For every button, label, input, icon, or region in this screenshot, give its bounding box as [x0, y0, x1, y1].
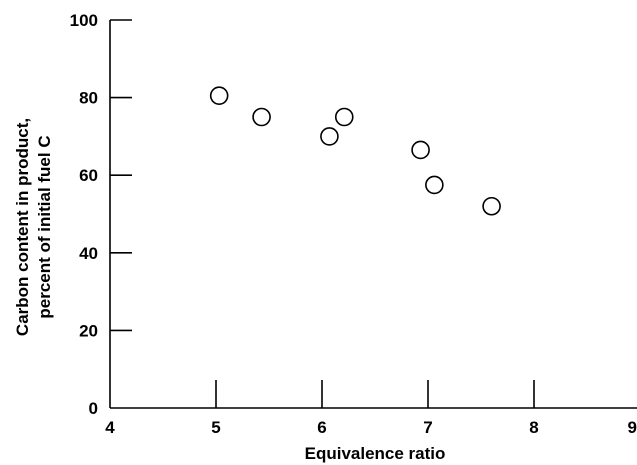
x-tick-label: 6 — [317, 418, 326, 437]
y-tick-label: 20 — [79, 321, 98, 340]
data-point — [252, 107, 271, 127]
x-tick-label: 5 — [211, 418, 220, 437]
x-tick-label: 8 — [529, 418, 538, 437]
axes — [109, 20, 637, 409]
x-axis-title: Equivalence ratio — [305, 444, 446, 463]
y-tick-label: 40 — [79, 244, 98, 263]
y-tick-label: 0 — [89, 399, 98, 418]
data-points — [209, 86, 501, 216]
data-point — [209, 86, 229, 105]
data-point — [425, 175, 444, 195]
x-tick-label: 7 — [423, 418, 432, 437]
x-tick-label: 9 — [628, 418, 637, 437]
y-axis-title-line-2: percent of initial fuel C — [35, 135, 54, 318]
data-point — [411, 140, 430, 160]
y-tick-label: 80 — [79, 89, 98, 108]
y-axis-title: Carbon content in product, percent of in… — [13, 118, 54, 336]
y-ticks: 0 20 40 60 80 100 — [70, 11, 132, 418]
data-point — [482, 196, 501, 216]
data-point — [334, 107, 354, 127]
x-ticks: 4 5 6 7 8 9 — [105, 380, 637, 437]
data-point — [320, 127, 339, 146]
y-tick-label: 100 — [70, 11, 98, 30]
y-tick-label: 60 — [79, 166, 98, 185]
y-axis-title-line-1: Carbon content in product, — [13, 118, 32, 336]
x-tick-label: 4 — [105, 418, 115, 437]
